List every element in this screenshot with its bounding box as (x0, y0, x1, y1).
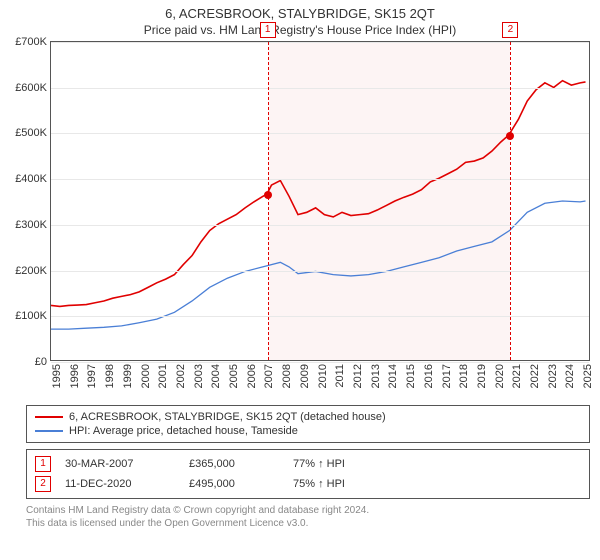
x-tick-label: 2014 (387, 364, 399, 388)
x-tick-label: 2022 (529, 364, 541, 388)
x-tick-label: 2009 (299, 364, 311, 388)
x-tick-label: 1995 (51, 364, 63, 388)
x-tick-label: 2000 (140, 364, 152, 388)
footer-line: This data is licensed under the Open Gov… (26, 518, 590, 531)
x-tick-label: 2013 (370, 364, 382, 388)
legend: 6, ACRESBROOK, STALYBRIDGE, SK15 2QT (de… (26, 405, 590, 443)
event-badge: 2 (502, 22, 518, 38)
gridline (51, 179, 589, 180)
transaction-date: 30-MAR-2007 (65, 458, 175, 470)
x-tick-label: 2018 (458, 364, 470, 388)
legend-item: HPI: Average price, detached house, Tame… (35, 424, 581, 438)
x-tick-label: 2019 (476, 364, 488, 388)
chart-title: 6, ACRESBROOK, STALYBRIDGE, SK15 2QT (0, 0, 600, 21)
x-tick-label: 1998 (104, 364, 116, 388)
x-tick-label: 2021 (511, 364, 523, 388)
gridline (51, 362, 589, 363)
transactions-table: 1 30-MAR-2007 £365,000 77% ↑ HPI 2 11-DEC-202… (26, 449, 590, 499)
transaction-badge: 2 (35, 476, 51, 492)
transaction-row: 1 30-MAR-2007 £365,000 77% ↑ HPI (35, 454, 581, 474)
x-tick-label: 1999 (122, 364, 134, 388)
x-tick-label: 2025 (582, 364, 594, 388)
transaction-delta: 75% ↑ HPI (293, 478, 345, 490)
gridline (51, 316, 589, 317)
x-tick-label: 2010 (317, 364, 329, 388)
gridline (51, 42, 589, 43)
gridline (51, 88, 589, 89)
x-tick-label: 2007 (263, 364, 275, 388)
x-tick-label: 2023 (547, 364, 559, 388)
series-layer (51, 42, 589, 360)
x-tick-label: 2003 (193, 364, 205, 388)
legend-item: 6, ACRESBROOK, STALYBRIDGE, SK15 2QT (de… (35, 410, 581, 424)
y-tick-label: £600K (15, 82, 47, 94)
x-tick-label: 2001 (157, 364, 169, 388)
event-vline (510, 42, 511, 360)
transaction-row: 2 11-DEC-2020 £495,000 75% ↑ HPI (35, 474, 581, 494)
x-tick-label: 2008 (281, 364, 293, 388)
footer-attribution: Contains HM Land Registry data © Crown c… (26, 505, 590, 530)
x-tick-label: 2011 (334, 364, 346, 388)
y-tick-label: £400K (15, 173, 47, 185)
x-tick-label: 2016 (423, 364, 435, 388)
x-tick-label: 2020 (494, 364, 506, 388)
legend-label: 6, ACRESBROOK, STALYBRIDGE, SK15 2QT (de… (69, 411, 386, 423)
transaction-marker (506, 132, 514, 140)
x-tick-label: 2006 (246, 364, 258, 388)
event-vline (268, 42, 269, 360)
y-tick-label: £700K (15, 36, 47, 48)
y-tick-label: £500K (15, 127, 47, 139)
y-tick-label: £200K (15, 265, 47, 277)
x-tick-label: 1997 (86, 364, 98, 388)
transaction-badge: 1 (35, 456, 51, 472)
transaction-price: £365,000 (189, 458, 279, 470)
x-tick-label: 2012 (352, 364, 364, 388)
series-line (51, 201, 586, 329)
transaction-price: £495,000 (189, 478, 279, 490)
plot-region: £0£100K£200K£300K£400K£500K£600K£700K199… (50, 41, 590, 361)
footer-line: Contains HM Land Registry data © Crown c… (26, 505, 590, 518)
gridline (51, 225, 589, 226)
x-tick-label: 2002 (175, 364, 187, 388)
legend-label: HPI: Average price, detached house, Tame… (69, 425, 298, 437)
chart-area: £0£100K£200K£300K£400K£500K£600K£700K199… (30, 41, 590, 361)
x-tick-label: 2024 (564, 364, 576, 388)
y-tick-label: £100K (15, 310, 47, 322)
y-tick-label: £300K (15, 219, 47, 231)
x-tick-label: 2015 (405, 364, 417, 388)
legend-swatch (35, 416, 63, 418)
y-tick-label: £0 (35, 356, 47, 368)
event-badge: 1 (260, 22, 276, 38)
x-tick-label: 2017 (441, 364, 453, 388)
transaction-marker (264, 191, 272, 199)
legend-swatch (35, 430, 63, 432)
transaction-delta: 77% ↑ HPI (293, 458, 345, 470)
x-tick-label: 1996 (69, 364, 81, 388)
x-tick-label: 2004 (210, 364, 222, 388)
transaction-date: 11-DEC-2020 (65, 478, 175, 490)
x-tick-label: 2005 (228, 364, 240, 388)
gridline (51, 271, 589, 272)
